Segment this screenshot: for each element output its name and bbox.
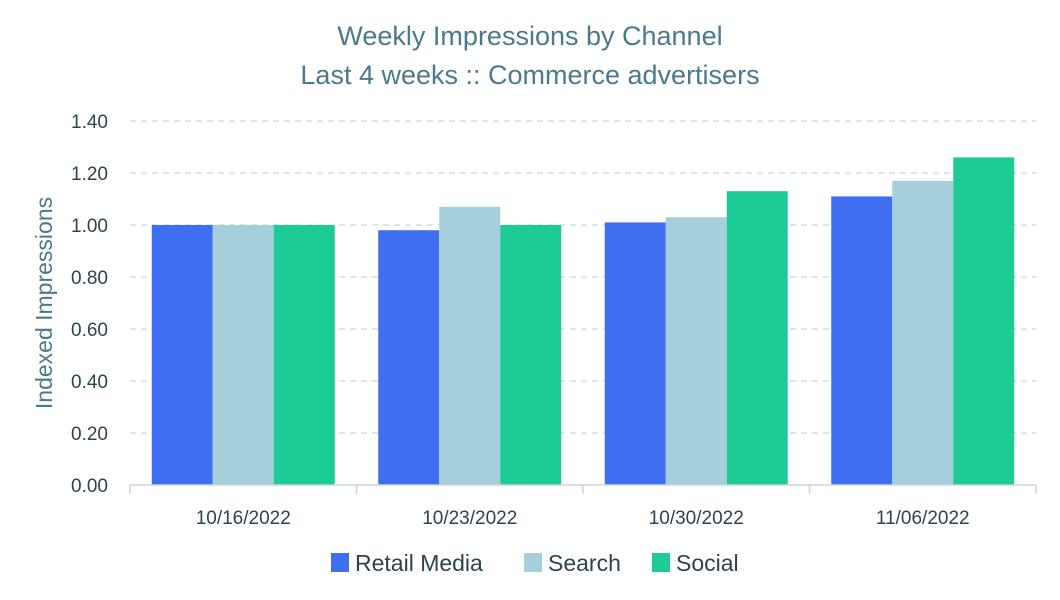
x-tick-label: 10/16/2022: [196, 508, 291, 529]
y-tick-label: 1.00: [71, 216, 108, 237]
chart-subtitle: Last 4 weeks :: Commerce advertisers: [300, 60, 759, 90]
y-tick-label: 1.20: [71, 164, 108, 185]
bar-social: [726, 191, 788, 485]
chart-title: Weekly Impressions by Channel: [337, 21, 722, 51]
bar-retail-media: [378, 230, 440, 485]
bar-social: [500, 225, 562, 485]
bar-social: [953, 157, 1015, 485]
legend: Retail Media Search Social: [331, 550, 739, 576]
bar-retail-media: [604, 222, 666, 485]
bar-search: [212, 225, 274, 485]
bars: [151, 157, 1015, 486]
y-tick-labels: 0.00 0.20 0.40 0.60 0.80 1.00 1.20 1.40: [71, 112, 108, 497]
x-tick-labels: 10/16/2022 10/23/2022 10/30/2022 11/06/2022: [196, 508, 970, 529]
legend-swatch: [524, 553, 542, 572]
legend-swatch: [652, 553, 670, 572]
legend-label: Search: [548, 550, 621, 576]
x-tick-label: 11/06/2022: [876, 508, 970, 529]
y-axis-label: Indexed Impressions: [31, 197, 57, 409]
y-tick-label: 0.00: [71, 476, 108, 497]
y-tick-label: 0.60: [71, 320, 108, 341]
legend-label: Social: [676, 550, 739, 576]
y-tick-label: 0.20: [71, 424, 108, 445]
bar-search: [439, 206, 501, 486]
y-tick-label: 1.40: [71, 112, 108, 133]
gridlines: [130, 120, 1036, 434]
y-tick-label: 0.80: [71, 268, 108, 289]
x-tick-label: 10/30/2022: [649, 508, 744, 529]
bar-retail-media: [151, 225, 213, 485]
bar-social: [273, 225, 335, 485]
bar-retail-media: [831, 196, 893, 485]
bar-search: [892, 180, 954, 486]
y-tick-label: 0.40: [71, 372, 108, 393]
legend-label: Retail Media: [355, 550, 483, 576]
x-axis: [129, 484, 1037, 494]
bar-search: [665, 217, 727, 485]
legend-swatch: [331, 553, 349, 572]
x-tick-label: 10/23/2022: [422, 508, 517, 529]
